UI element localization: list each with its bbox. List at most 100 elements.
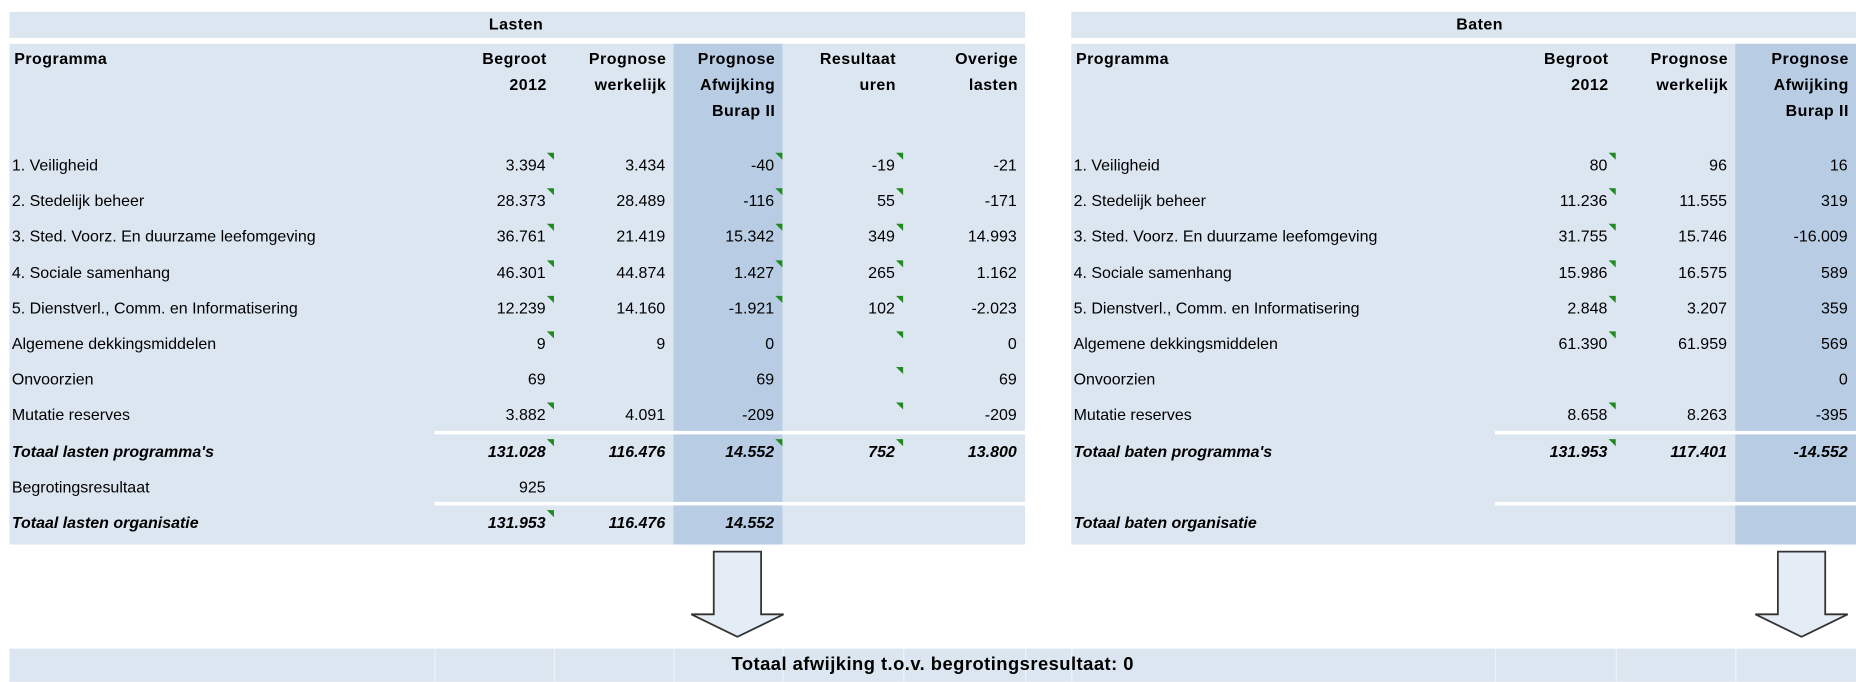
title-band-gap	[9, 37, 1026, 44]
cell-value: 3.434	[625, 156, 666, 174]
column-header: Burap II	[712, 101, 776, 120]
cell-value: 359	[1821, 299, 1848, 317]
row-label: Totaal lasten programma's	[11, 442, 214, 460]
comment-indicator	[896, 367, 904, 375]
row-label: Mutatie reserves	[11, 406, 130, 425]
comment-indicator	[896, 295, 904, 303]
cell-value: 15.746	[1678, 227, 1727, 246]
cell-value: 3.882	[505, 406, 546, 425]
cell-value: 69	[998, 370, 1017, 389]
cell-value: 319	[1821, 191, 1848, 210]
column-header: Resultaat	[819, 49, 897, 68]
row-label: 5. Dienstverl., Comm. en Informatisering	[1073, 299, 1360, 317]
comment-indicator	[546, 224, 554, 232]
comment-indicator	[546, 259, 554, 268]
cell-value: 13.800	[967, 442, 1017, 460]
cell-value: -14.552	[1793, 442, 1848, 460]
row-label: Onvoorzien	[11, 370, 94, 389]
cell-value: -209	[984, 406, 1017, 425]
cell-value: 16	[1829, 156, 1848, 174]
cell-value: -116	[743, 191, 775, 210]
cell-value: 44.874	[616, 263, 666, 282]
grid-separator	[673, 648, 675, 682]
comment-indicator	[546, 152, 554, 160]
cell-value: 131.953	[487, 513, 546, 532]
column-header: Begroot	[1544, 49, 1609, 68]
table-background	[1071, 11, 1856, 545]
comment-indicator	[546, 402, 554, 411]
row-label: 3. Sted. Voorz. En duurzame leefomgeving	[1073, 227, 1378, 246]
cell-value: 0	[765, 334, 775, 353]
cell-value: 28.373	[496, 191, 546, 210]
comment-indicator	[546, 510, 554, 518]
comment-indicator	[546, 295, 554, 303]
cell-value: 11.236	[1559, 191, 1608, 210]
cell-value: 752	[868, 442, 895, 460]
column-header: Prognose	[697, 49, 776, 68]
cell-value: 61.959	[1678, 334, 1727, 353]
cell-value: 117.401	[1670, 442, 1727, 460]
cell-value: 9	[536, 334, 546, 353]
cell-value: -395	[1815, 406, 1848, 425]
grid-separator	[553, 648, 556, 682]
comment-indicator	[896, 259, 904, 268]
cell-value: 12.239	[496, 299, 546, 317]
row-label: Totaal baten organisatie	[1073, 513, 1257, 532]
comment-indicator	[896, 402, 904, 411]
cell-value: 265	[868, 263, 895, 282]
cell-value: 14.993	[967, 227, 1017, 246]
cell-value: 116.476	[608, 442, 666, 460]
cell-value: 1.162	[976, 263, 1017, 282]
comment-indicator	[1608, 188, 1616, 196]
cell-value: 131.028	[487, 442, 546, 460]
grid-separator	[1494, 648, 1497, 682]
comment-indicator	[1608, 152, 1616, 160]
cell-value: 3.207	[1686, 299, 1727, 317]
cell-value: -171	[984, 191, 1017, 210]
grid-separator	[1615, 648, 1617, 682]
cell-value: 16.575	[1678, 263, 1727, 282]
cell-value: 0	[1838, 370, 1848, 389]
cell-value: 9	[656, 334, 666, 353]
row-label: Mutatie reserves	[1073, 406, 1192, 425]
cell-value: 0	[1007, 334, 1017, 353]
comment-indicator	[896, 188, 904, 196]
row-label: 4. Sociale samenhang	[1073, 263, 1232, 282]
column-header: Afwijking	[1773, 75, 1849, 94]
cell-value: 4.091	[625, 406, 666, 425]
total-separator	[434, 430, 1026, 434]
cell-value: 96	[1709, 156, 1727, 174]
column-header: Begroot	[482, 49, 547, 68]
cell-value: 8.263	[1686, 406, 1727, 425]
cell-value: 102	[868, 299, 895, 317]
deviation-column	[673, 43, 783, 545]
column-header: Prognose	[1650, 49, 1729, 68]
cell-value: 15.342	[725, 227, 775, 246]
column-header: Programma	[14, 49, 108, 68]
comment-indicator	[546, 188, 554, 196]
total-separator	[1494, 501, 1856, 506]
deviation-column	[1735, 43, 1856, 545]
comment-indicator	[775, 438, 783, 446]
cell-value: -1.921	[728, 299, 775, 317]
down-arrow	[690, 550, 784, 638]
comment-indicator	[775, 188, 783, 196]
cell-value: 569	[1821, 334, 1848, 353]
cell-value: 3.394	[505, 156, 546, 174]
cell-value: -19	[871, 156, 895, 174]
row-label: 4. Sociale samenhang	[11, 263, 170, 282]
cell-value: 69	[756, 370, 775, 389]
cell-value: 80	[1589, 156, 1608, 174]
cell-value: -2.023	[971, 299, 1017, 317]
cell-value: 1.427	[734, 263, 775, 282]
cell-value: -209	[742, 406, 775, 425]
total-separator	[1494, 430, 1856, 434]
table-title: Lasten	[488, 15, 544, 34]
cell-value: 28.489	[616, 191, 666, 210]
comment-indicator	[896, 331, 904, 339]
row-label: 2. Stedelijk beheer	[1073, 191, 1206, 210]
column-header: Programma	[1075, 49, 1170, 68]
comment-indicator	[1608, 402, 1616, 411]
cell-value: 15.986	[1558, 263, 1608, 282]
